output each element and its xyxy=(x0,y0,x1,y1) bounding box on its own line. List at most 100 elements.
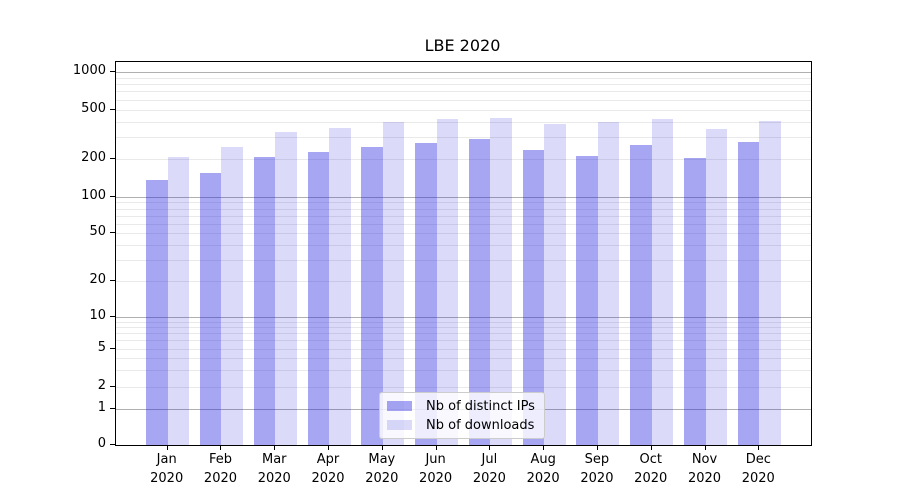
x-tick-mark xyxy=(543,445,545,450)
gridline-minor xyxy=(116,348,811,350)
gridline-major xyxy=(116,317,811,318)
gridline-major xyxy=(116,197,811,198)
bar-distinct-ips-jun xyxy=(415,143,437,445)
gridline-minor xyxy=(116,386,811,388)
x-tick-mark xyxy=(596,445,598,450)
x-tick-mark xyxy=(758,445,760,450)
bar-distinct-ips-jul xyxy=(468,139,491,445)
x-tick-mark xyxy=(704,445,706,450)
x-tick-label: Sep 2020 xyxy=(580,452,614,486)
gridline-minor xyxy=(116,333,811,335)
bar-distinct-ips-mar xyxy=(253,156,276,445)
y-tick-label: 500 xyxy=(81,100,106,116)
y-tick-mark xyxy=(110,385,115,387)
gridline-minor xyxy=(116,91,811,93)
x-tick-mark xyxy=(274,445,276,450)
gridline-minor xyxy=(116,259,811,261)
bar-downloads-jun xyxy=(436,118,459,445)
y-tick-label: 1 xyxy=(97,400,106,415)
y-tick-label: 5 xyxy=(97,339,106,355)
bar-downloads-nov xyxy=(705,129,727,445)
x-tick-label: Jun 2020 xyxy=(419,452,453,486)
x-tick-label: Apr 2020 xyxy=(311,452,345,486)
bar-downloads-aug xyxy=(544,123,566,445)
x-tick-mark xyxy=(489,445,491,450)
x-tick-label: May 2020 xyxy=(365,452,399,486)
gridline-minor xyxy=(116,77,811,79)
y-tick-mark xyxy=(110,279,115,281)
gridline-minor xyxy=(116,121,811,123)
y-tick-mark xyxy=(110,316,115,317)
gridline-minor xyxy=(116,137,811,139)
x-tick-label: Oct 2020 xyxy=(634,452,668,486)
gridline-minor xyxy=(116,244,811,246)
chart-title: LBE 2020 xyxy=(424,36,501,55)
gridline-minor xyxy=(116,215,811,217)
legend-label-downloads: Nb of downloads xyxy=(426,417,535,433)
x-tick-mark xyxy=(328,445,330,450)
legend: Nb of distinct IPs Nb of downloads xyxy=(379,392,545,439)
bar-distinct-ips-apr xyxy=(307,151,330,445)
y-tick-label: 10 xyxy=(89,308,106,323)
y-tick-mark xyxy=(110,196,115,197)
gridline-minor xyxy=(116,321,811,323)
gridline-major xyxy=(116,72,811,73)
legend-swatch-downloads xyxy=(387,420,412,430)
y-tick-mark xyxy=(110,71,115,72)
gridline-minor xyxy=(116,109,811,111)
bar-downloads-may xyxy=(382,122,405,445)
x-tick-label: Nov 2020 xyxy=(687,452,722,486)
gridline-minor xyxy=(116,202,811,204)
plot-area xyxy=(115,61,812,446)
x-tick-mark xyxy=(435,445,437,450)
y-tick-label: 0 xyxy=(97,436,106,451)
x-tick-mark xyxy=(650,445,652,450)
bar-distinct-ips-feb xyxy=(199,172,222,445)
bar-downloads-apr xyxy=(329,127,351,445)
legend-item-downloads: Nb of downloads xyxy=(387,417,535,433)
y-tick-mark xyxy=(110,444,115,445)
y-tick-label: 20 xyxy=(89,271,106,287)
legend-swatch-distinct-ips xyxy=(387,401,412,411)
gridline-minor xyxy=(116,84,811,86)
bar-distinct-ips-sep xyxy=(576,155,598,445)
x-tick-label: Dec 2020 xyxy=(741,452,775,486)
y-tick-label: 50 xyxy=(89,224,106,240)
x-tick-mark xyxy=(220,445,222,450)
legend-label-distinct-ips: Nb of distinct IPs xyxy=(426,398,535,414)
bar-downloads-oct xyxy=(651,118,674,445)
gridline-minor xyxy=(116,327,811,329)
x-tick-label: Aug 2020 xyxy=(526,452,560,486)
y-tick-mark xyxy=(110,158,115,160)
gridline-minor xyxy=(116,208,811,210)
y-tick-label: 1000 xyxy=(72,63,106,78)
bar-downloads-sep xyxy=(597,122,620,445)
bar-distinct-ips-nov xyxy=(684,157,706,445)
gridline-minor xyxy=(116,369,811,371)
y-tick-label: 200 xyxy=(81,150,106,166)
y-tick-mark xyxy=(110,232,115,234)
x-tick-label: Mar 2020 xyxy=(257,452,291,486)
bar-distinct-ips-dec xyxy=(737,142,760,445)
y-tick-mark xyxy=(110,108,115,110)
bar-distinct-ips-oct xyxy=(630,144,652,445)
gridline-minor xyxy=(116,99,811,101)
y-tick-label: 2 xyxy=(97,377,106,393)
legend-item-distinct-ips: Nb of distinct IPs xyxy=(387,398,535,414)
bar-downloads-jan xyxy=(167,156,190,445)
gridline-minor xyxy=(116,233,811,235)
bar-downloads-jul xyxy=(490,117,512,445)
x-tick-label: Jan 2020 xyxy=(150,452,184,486)
gridline-minor xyxy=(116,357,811,359)
x-tick-mark xyxy=(166,445,168,450)
bar-downloads-mar xyxy=(275,132,297,445)
bar-downloads-dec xyxy=(759,120,781,445)
gridline-minor xyxy=(116,280,811,282)
x-tick-label: Jul 2020 xyxy=(472,452,506,486)
x-tick-label: Feb 2020 xyxy=(203,452,238,486)
y-tick-mark xyxy=(110,408,115,409)
bar-distinct-ips-may xyxy=(361,146,383,445)
y-tick-mark xyxy=(110,347,115,349)
x-tick-mark xyxy=(381,445,383,450)
